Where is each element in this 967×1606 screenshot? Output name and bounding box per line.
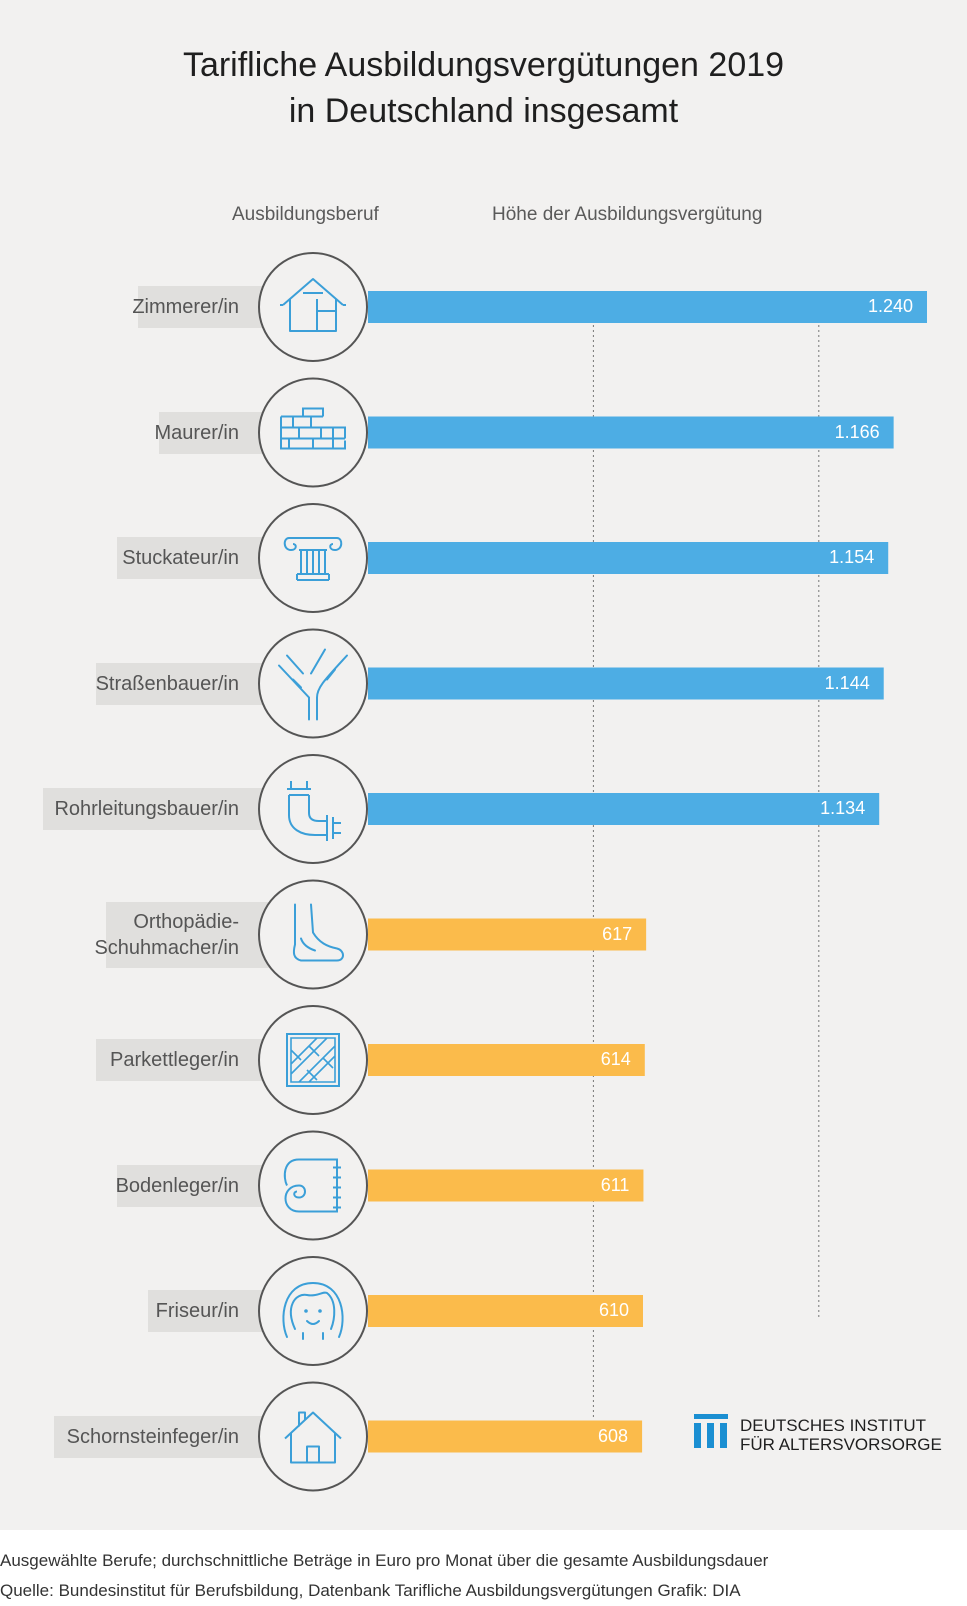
column-capital-icon [283,537,343,581]
logo-text: DEUTSCHES INSTITUT FÜR ALTERSVORSORGE [740,1416,942,1454]
bar [368,793,880,825]
bar-value-label: 608 [598,1425,629,1446]
parquet-icon [286,1033,340,1087]
bar-value-label: 617 [602,923,633,944]
icon-circle [258,879,368,990]
pipe-icon [287,781,341,841]
icon-circle [258,377,368,488]
icon-circle [258,1130,368,1241]
bar-value-label: 1.240 [867,296,913,316]
icon-circle [258,754,368,864]
title-line-2: in Deutschland insgesamt [288,92,679,130]
bar [368,1044,645,1076]
icon-circle [258,1381,368,1492]
foot-icon [292,903,344,962]
road-junction-icon [278,648,348,721]
title-line-1: Tarifliche Ausbildungsvergütungen 2019 [182,46,785,84]
bar [368,416,894,449]
column-header-occupation: Ausbildungsberuf [232,204,379,225]
bar [368,667,884,700]
icon-circle [258,1256,368,1366]
bar-value-label: 1.166 [834,421,880,442]
bar-value-label: 1.134 [820,798,866,818]
brick-wall-icon [280,407,346,450]
bar [368,1169,644,1202]
footnote-line-1: Ausgewählte Berufe; durchschnittliche Be… [0,1551,769,1570]
icon-circle [258,628,368,739]
house-frame-icon [280,278,346,332]
chart-title: Tarifliche Ausbildungsvergütungen 2019 i… [0,42,967,134]
bar-value-label: 1.154 [829,547,875,567]
footnote-line-2: Quelle: Bundesinstitut für Berufsbildung… [0,1581,741,1600]
logo-line-2: FÜR ALTERSVORSORGE [740,1435,942,1454]
icon-layer [258,252,368,1492]
bar [368,1295,643,1327]
icon-circle [258,1005,368,1115]
logo-line-1: DEUTSCHES INSTITUT [740,1416,927,1435]
footnote: Ausgewählte Berufe; durchschnittliche Be… [0,1546,768,1606]
column-header-amount: Höhe der Ausbildungsvergütung [492,204,763,225]
bar-chart [368,291,927,1453]
bar [368,542,889,574]
bar [368,291,927,323]
bar-value-label: 611 [600,1174,630,1195]
bar [368,1420,643,1453]
bar-value-label: 1.144 [824,672,870,693]
bar-value-label: 610 [598,1300,629,1320]
bar-value-label: 614 [600,1049,631,1069]
dia-logo-icon [694,1414,728,1448]
infographic-panel [0,0,967,1530]
icon-circle [258,252,368,362]
floor-roll-icon [283,1158,341,1213]
hairdresser-face-icon [282,1281,344,1340]
bar [368,918,647,951]
house-chimney-icon [284,1411,342,1464]
